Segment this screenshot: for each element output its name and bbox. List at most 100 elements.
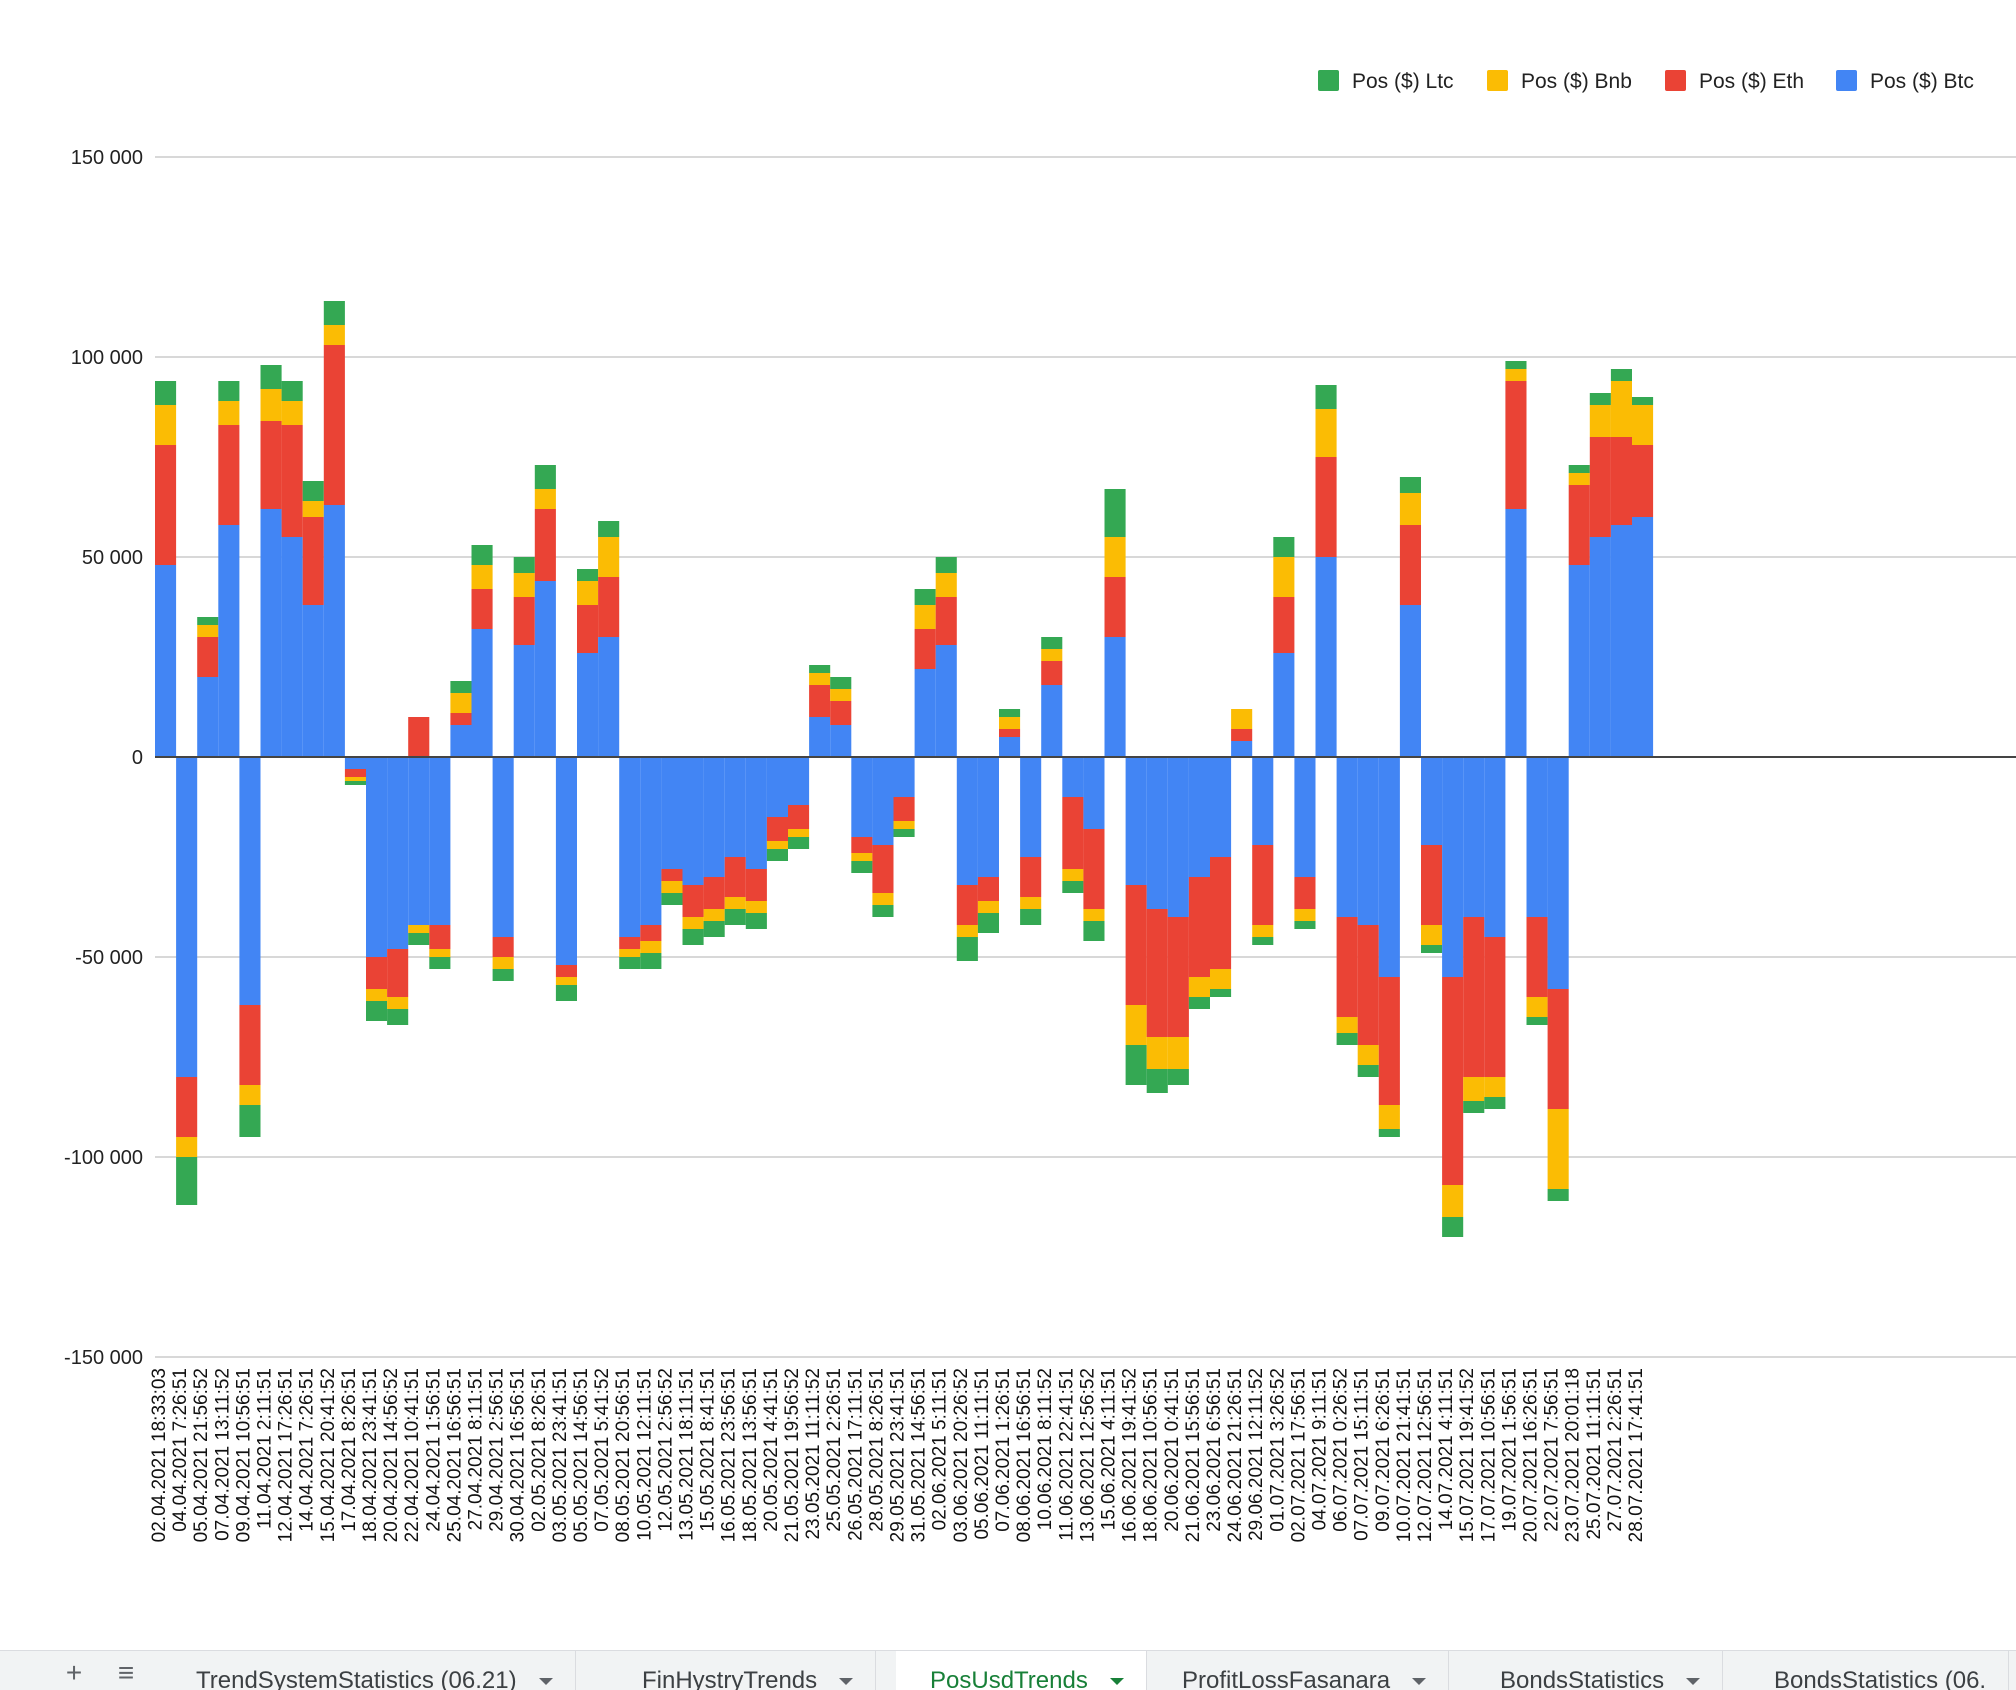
bar-segment xyxy=(1146,1069,1168,1093)
chevron-down-icon[interactable] xyxy=(1412,1678,1427,1686)
bar-segment xyxy=(956,937,978,961)
sheet-tab-profitlossfasanara[interactable]: ProfitLossFasanara xyxy=(1148,1651,1450,1690)
bar-segment xyxy=(387,997,409,1009)
bar-segment xyxy=(1062,881,1084,893)
x-tick-label: 28.05.2021 8:26:51 xyxy=(866,1368,887,1532)
bar-segment xyxy=(260,389,282,421)
x-tick-label: 22.07.2021 7:56:51 xyxy=(1542,1368,1563,1532)
y-tick-label: -150 000 xyxy=(64,1347,143,1369)
legend-swatch[interactable] xyxy=(1665,70,1686,91)
y-tick-label: 150 000 xyxy=(71,147,143,169)
bar-segment xyxy=(977,877,999,901)
bar-segment xyxy=(1442,1185,1464,1217)
bar-segment xyxy=(555,977,577,985)
x-tick-label: 19.07.2021 1:56:51 xyxy=(1499,1368,1520,1532)
bar-segment xyxy=(197,637,219,677)
sheet-tab-trendsystemstatistics[interactable]: TrendSystemStatistics (06.21) xyxy=(162,1651,576,1690)
bar-segment xyxy=(1083,909,1105,921)
legend-label[interactable]: Pos ($) Ltc xyxy=(1352,70,1454,93)
bar-segment xyxy=(1632,517,1654,757)
y-tick-label: 50 000 xyxy=(82,547,143,569)
bar-segment xyxy=(281,537,303,757)
bar-segment xyxy=(872,893,894,905)
x-tick-label: 10.07.2021 21:41:51 xyxy=(1394,1368,1415,1542)
legend-swatch[interactable] xyxy=(1318,70,1339,91)
bar-segment xyxy=(851,861,873,873)
bar-segment xyxy=(956,925,978,937)
bars xyxy=(155,301,1654,1237)
legend-swatch[interactable] xyxy=(1487,70,1508,91)
bar-segment xyxy=(1188,877,1210,977)
x-tick-label: 10.06.2021 8:11:52 xyxy=(1035,1368,1056,1530)
bar-segment xyxy=(387,949,409,997)
list-icon[interactable]: ≡ xyxy=(117,1656,135,1688)
bar-segment xyxy=(1421,925,1443,945)
legend-label[interactable]: Pos ($) Eth xyxy=(1699,70,1804,93)
bar-segment xyxy=(366,989,388,1001)
bar-segment xyxy=(1632,397,1654,405)
bar-segment xyxy=(1589,537,1611,757)
chevron-down-icon[interactable] xyxy=(839,1678,854,1686)
bar-segment xyxy=(872,845,894,893)
bar-segment xyxy=(1463,917,1485,1077)
x-tick-label: 31.05.2021 14:56:51 xyxy=(909,1368,930,1542)
bar-segment xyxy=(914,629,936,669)
x-tick-label: 06.07.2021 0:26:52 xyxy=(1331,1368,1352,1532)
sheet-tab-posusdtrends[interactable]: PosUsdTrends xyxy=(896,1651,1147,1690)
bar-segment xyxy=(1273,557,1295,597)
plus-icon[interactable]: + xyxy=(65,1656,83,1688)
sheet-tab-label: ProfitLossFasanara xyxy=(1182,1667,1391,1690)
legend-swatch[interactable] xyxy=(1836,70,1857,91)
bar-segment xyxy=(1357,1065,1379,1077)
sheet-tab-bondsstatistics[interactable]: BondsStatistics xyxy=(1466,1651,1724,1690)
x-tick-label: 05.04.2021 21:56:52 xyxy=(191,1368,212,1542)
bar-segment xyxy=(513,597,535,645)
bar-segment xyxy=(513,573,535,597)
bar-segment xyxy=(1167,1037,1189,1069)
bar-segment xyxy=(640,925,662,941)
bar-segment xyxy=(1294,909,1316,921)
x-tick-label: 03.06.2021 20:26:52 xyxy=(951,1368,972,1542)
bar-segment xyxy=(809,673,831,685)
bar-segment xyxy=(260,365,282,389)
x-axis-tick-labels: 02.04.2021 18:33:03 04.04.2021 7:26:51 05.… xyxy=(149,1368,1647,1542)
bar-segment xyxy=(661,881,683,893)
bar-segment xyxy=(1484,757,1506,937)
bar-segment xyxy=(1357,1045,1379,1065)
x-tick-label: 25.05.2021 2:26:51 xyxy=(824,1368,845,1532)
bar-segment xyxy=(577,581,599,605)
stacked-bar-chart: 150 000 100 000 50 000 0 -50 000 -100 000 -150… xyxy=(64,70,2016,1542)
bar-segment xyxy=(323,301,345,325)
bar-segment xyxy=(1125,1005,1147,1045)
sheet-tab-label: PosUsdTrends xyxy=(930,1667,1088,1690)
bar-segment xyxy=(682,917,704,929)
bar-segment xyxy=(1041,685,1063,757)
bar-segment xyxy=(1041,661,1063,685)
legend-label[interactable]: Pos ($) Bnb xyxy=(1521,70,1632,93)
bar-segment xyxy=(1547,1189,1569,1201)
bar-segment xyxy=(1315,409,1337,457)
x-tick-label: 15.04.2021 20:41:52 xyxy=(318,1368,339,1542)
x-tick-label: 02.05.2021 8:26:51 xyxy=(529,1368,550,1532)
bar-segment xyxy=(682,757,704,885)
bar-segment xyxy=(176,1077,198,1137)
chevron-down-icon[interactable] xyxy=(1686,1678,1701,1686)
legend-label[interactable]: Pos ($) Btc xyxy=(1870,70,1974,93)
x-tick-label: 02.04.2021 18:33:03 xyxy=(149,1368,170,1542)
sheet-tab-bondsstatistics-06[interactable]: BondsStatistics (06. xyxy=(1740,1651,2010,1690)
sheet-tab-finhystrytrends[interactable]: FinHystryTrends xyxy=(608,1651,877,1690)
bar-segment xyxy=(429,957,451,969)
legend[interactable]: Pos ($) Ltc Pos ($) Bnb Pos ($) Eth Pos ($)… xyxy=(1318,70,1974,93)
bar-segment xyxy=(1610,525,1632,757)
bar-segment xyxy=(471,589,493,629)
chevron-down-icon[interactable] xyxy=(538,1678,553,1686)
bar-segment xyxy=(745,913,767,929)
x-tick-label: 28.07.2021 17:41:51 xyxy=(1626,1368,1647,1542)
x-tick-label: 26.05.2021 17:11:51 xyxy=(845,1368,866,1541)
x-tick-label: 09.04.2021 10:56:51 xyxy=(233,1368,254,1542)
x-tick-label: 18.04.2021 23:41:51 xyxy=(360,1368,381,1542)
bar-segment xyxy=(218,425,240,525)
chevron-down-icon[interactable] xyxy=(1109,1678,1124,1686)
bar-segment xyxy=(999,737,1021,757)
bar-segment xyxy=(281,381,303,401)
